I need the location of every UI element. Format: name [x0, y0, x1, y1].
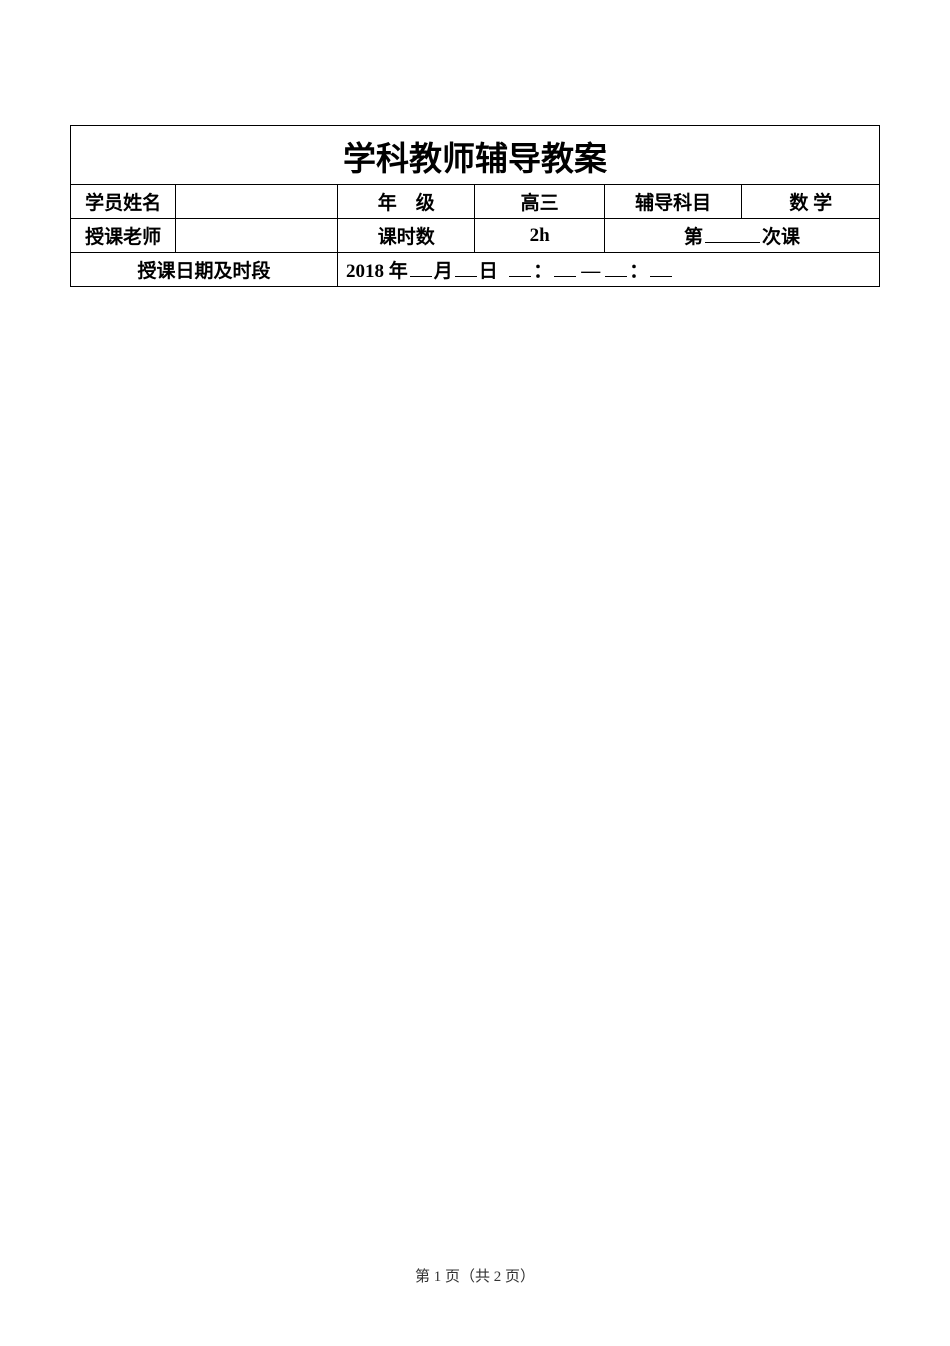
- page-footer: 第 1 页（共 2 页）: [0, 1265, 950, 1286]
- month-blank: [410, 258, 432, 277]
- title-row: 学科教师辅导教案: [71, 126, 880, 185]
- document-title: 学科教师辅导教案: [71, 126, 880, 185]
- subject-value: 数 学: [742, 185, 880, 219]
- date-time-row: 授课日期及时段 2018 年 月 日 ： — ：: [71, 253, 880, 287]
- colon1: ：: [533, 261, 552, 282]
- student-info-row: 学员姓名 年 级 高三 辅导科目 数 学: [71, 185, 880, 219]
- hours-value: 2h: [475, 219, 604, 253]
- day-suffix: 日: [479, 261, 498, 282]
- teacher-value: [176, 219, 338, 253]
- footer-total: 2: [494, 1269, 502, 1285]
- day-blank: [455, 258, 477, 277]
- student-name-label: 学员姓名: [71, 185, 176, 219]
- footer-suffix: 页）: [505, 1269, 535, 1285]
- month-suffix: 月: [434, 261, 453, 282]
- end-hour-blank: [605, 258, 627, 277]
- date-time-label: 授课日期及时段: [71, 253, 338, 287]
- end-min-blank: [650, 258, 672, 277]
- lesson-plan-table: 学科教师辅导教案 学员姓名 年 级 高三 辅导科目 数 学 授课老师 课时数 2…: [70, 125, 880, 287]
- date-time-value: 2018 年 月 日 ： — ：: [337, 253, 879, 287]
- teacher-info-row: 授课老师 课时数 2h 第 次课: [71, 219, 880, 253]
- lesson-suffix: 次课: [762, 227, 800, 248]
- teacher-label: 授课老师: [71, 219, 176, 253]
- time-dash: —: [581, 261, 600, 283]
- start-hour-blank: [509, 258, 531, 277]
- grade-label: 年 级: [337, 185, 475, 219]
- footer-current: 1: [434, 1269, 442, 1285]
- lesson-number-blank: [705, 224, 760, 243]
- subject-label: 辅导科目: [604, 185, 742, 219]
- hours-label: 课时数: [337, 219, 475, 253]
- start-min-blank: [554, 258, 576, 277]
- footer-mid: 页（共: [445, 1269, 490, 1285]
- page-container: 学科教师辅导教案 学员姓名 年 级 高三 辅导科目 数 学 授课老师 课时数 2…: [0, 0, 950, 287]
- grade-value: 高三: [475, 185, 604, 219]
- lesson-prefix: 第: [684, 227, 703, 248]
- lesson-number-cell: 第 次课: [604, 219, 879, 253]
- footer-prefix: 第: [415, 1269, 430, 1285]
- student-name-value: [176, 185, 338, 219]
- year-text: 2018 年: [346, 261, 408, 282]
- colon2: ：: [629, 261, 648, 282]
